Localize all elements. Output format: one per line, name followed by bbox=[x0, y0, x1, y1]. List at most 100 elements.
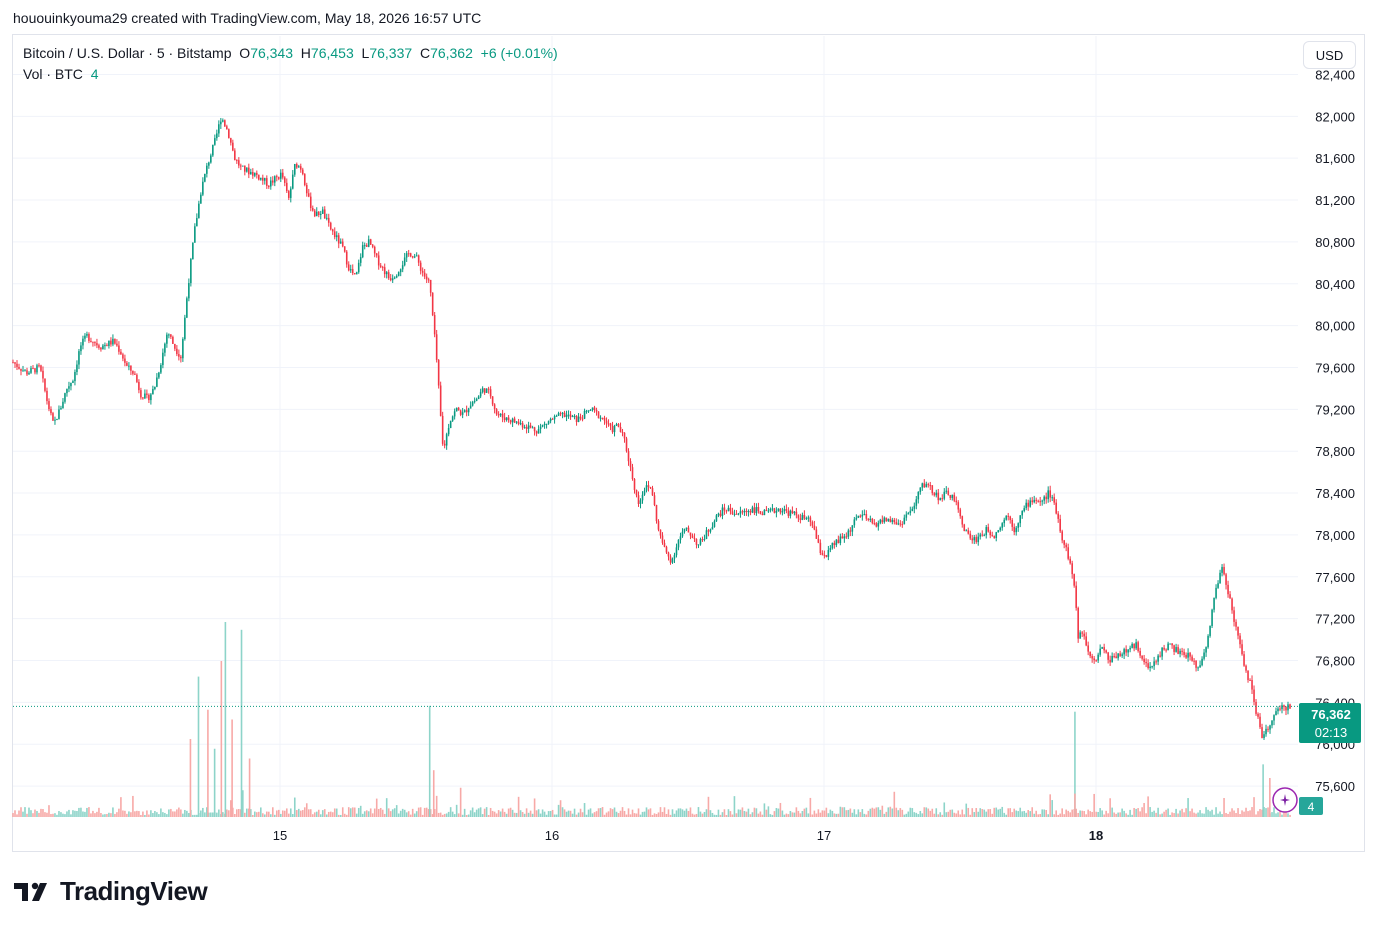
candle-body bbox=[955, 500, 958, 503]
candles bbox=[12, 117, 1291, 740]
candle-body bbox=[553, 416, 556, 420]
candle-body bbox=[150, 394, 152, 401]
candle-body bbox=[677, 539, 680, 548]
candle-body bbox=[963, 524, 966, 532]
candle-body bbox=[355, 272, 358, 275]
candle-body bbox=[72, 381, 74, 383]
candle-body bbox=[993, 536, 996, 539]
volume-bar bbox=[929, 810, 932, 817]
volume-bar bbox=[1051, 800, 1053, 817]
volume-bar bbox=[116, 812, 118, 817]
volume-bar bbox=[653, 813, 656, 817]
volume-bar bbox=[675, 810, 678, 817]
volume-bar bbox=[1091, 811, 1093, 817]
candle-body bbox=[1227, 584, 1229, 595]
volume-bar bbox=[517, 796, 520, 817]
candle-body bbox=[651, 488, 654, 496]
volume-bar bbox=[1001, 806, 1004, 817]
volume-bar bbox=[445, 813, 448, 817]
candle-body bbox=[1071, 563, 1073, 575]
candle-body bbox=[46, 390, 48, 402]
candle-body bbox=[475, 399, 478, 401]
candle-body bbox=[813, 525, 816, 530]
candle-body bbox=[1125, 649, 1127, 653]
time-tick-label: 16 bbox=[545, 828, 559, 843]
candle-body bbox=[158, 372, 160, 378]
volume-bar bbox=[537, 809, 540, 817]
candle-body bbox=[849, 530, 852, 532]
volume-bar bbox=[1277, 812, 1279, 817]
candle-body bbox=[1109, 659, 1111, 663]
candle-body bbox=[1217, 583, 1219, 588]
volume-bar bbox=[1255, 814, 1257, 817]
volume-bar bbox=[679, 808, 682, 817]
candle-body bbox=[359, 257, 362, 263]
volume-bar bbox=[1095, 811, 1097, 817]
candle-body bbox=[923, 483, 926, 488]
volume-bar bbox=[861, 809, 864, 817]
volume-bar bbox=[579, 808, 582, 817]
candle-body bbox=[254, 172, 256, 176]
volume-bar bbox=[487, 814, 490, 817]
volume-bar bbox=[1247, 811, 1249, 817]
volume-bar bbox=[539, 813, 542, 817]
candle-body bbox=[1037, 500, 1039, 502]
volume-bar bbox=[527, 812, 530, 817]
volume-bar bbox=[895, 807, 898, 817]
volume-bar bbox=[335, 808, 338, 817]
candle-body bbox=[1237, 626, 1239, 636]
candle-body bbox=[773, 508, 776, 513]
candle-body bbox=[469, 405, 472, 409]
candle-body bbox=[1103, 647, 1105, 651]
candle-body bbox=[783, 509, 786, 512]
volume-bar bbox=[765, 809, 768, 817]
volume-spike bbox=[1262, 764, 1264, 817]
tradingview-logo[interactable]: TradingView bbox=[14, 876, 208, 907]
candle-body bbox=[32, 368, 34, 370]
candle-body bbox=[929, 485, 932, 487]
candle-body bbox=[461, 412, 464, 415]
volume-bar bbox=[429, 809, 432, 817]
candle-body bbox=[983, 535, 986, 537]
volume-bar bbox=[122, 810, 124, 817]
volume-bar bbox=[403, 809, 406, 817]
candle-body bbox=[1007, 515, 1010, 517]
volume-bar bbox=[933, 813, 936, 817]
candle-body bbox=[663, 542, 666, 547]
candle-body bbox=[957, 502, 960, 510]
volume-bar bbox=[919, 810, 922, 817]
volume-bar bbox=[405, 812, 408, 817]
volume-bar bbox=[381, 809, 384, 817]
candle-body bbox=[122, 354, 124, 359]
candle-body bbox=[82, 338, 84, 346]
candle-body bbox=[1061, 531, 1063, 541]
candle-body bbox=[981, 534, 984, 536]
volume-bar bbox=[813, 810, 816, 817]
volume-bar bbox=[509, 807, 512, 817]
candle-body bbox=[84, 335, 86, 339]
volume-bar bbox=[795, 807, 798, 817]
volume-bar bbox=[567, 810, 570, 817]
candle-body bbox=[1179, 650, 1181, 654]
volume-bar bbox=[791, 812, 794, 817]
volume-bar bbox=[923, 807, 926, 817]
currency-button[interactable]: USD bbox=[1303, 41, 1356, 69]
volume-bar bbox=[80, 807, 82, 817]
volume-bar bbox=[783, 814, 786, 817]
candle-body bbox=[673, 555, 676, 559]
candle-body bbox=[24, 370, 26, 372]
candle-body bbox=[289, 188, 292, 198]
volume-bar bbox=[847, 809, 850, 817]
volume-bar bbox=[204, 812, 206, 817]
candle-body bbox=[943, 491, 946, 499]
candle-body bbox=[717, 513, 720, 516]
volume-bar bbox=[707, 796, 710, 817]
candle-body bbox=[92, 341, 94, 343]
candle-body bbox=[795, 511, 798, 516]
candle-body bbox=[685, 527, 688, 529]
candle-body bbox=[104, 345, 106, 347]
candle-body bbox=[457, 407, 460, 411]
candle-body bbox=[621, 432, 624, 434]
price-tick-label: 76,800 bbox=[1315, 653, 1355, 668]
